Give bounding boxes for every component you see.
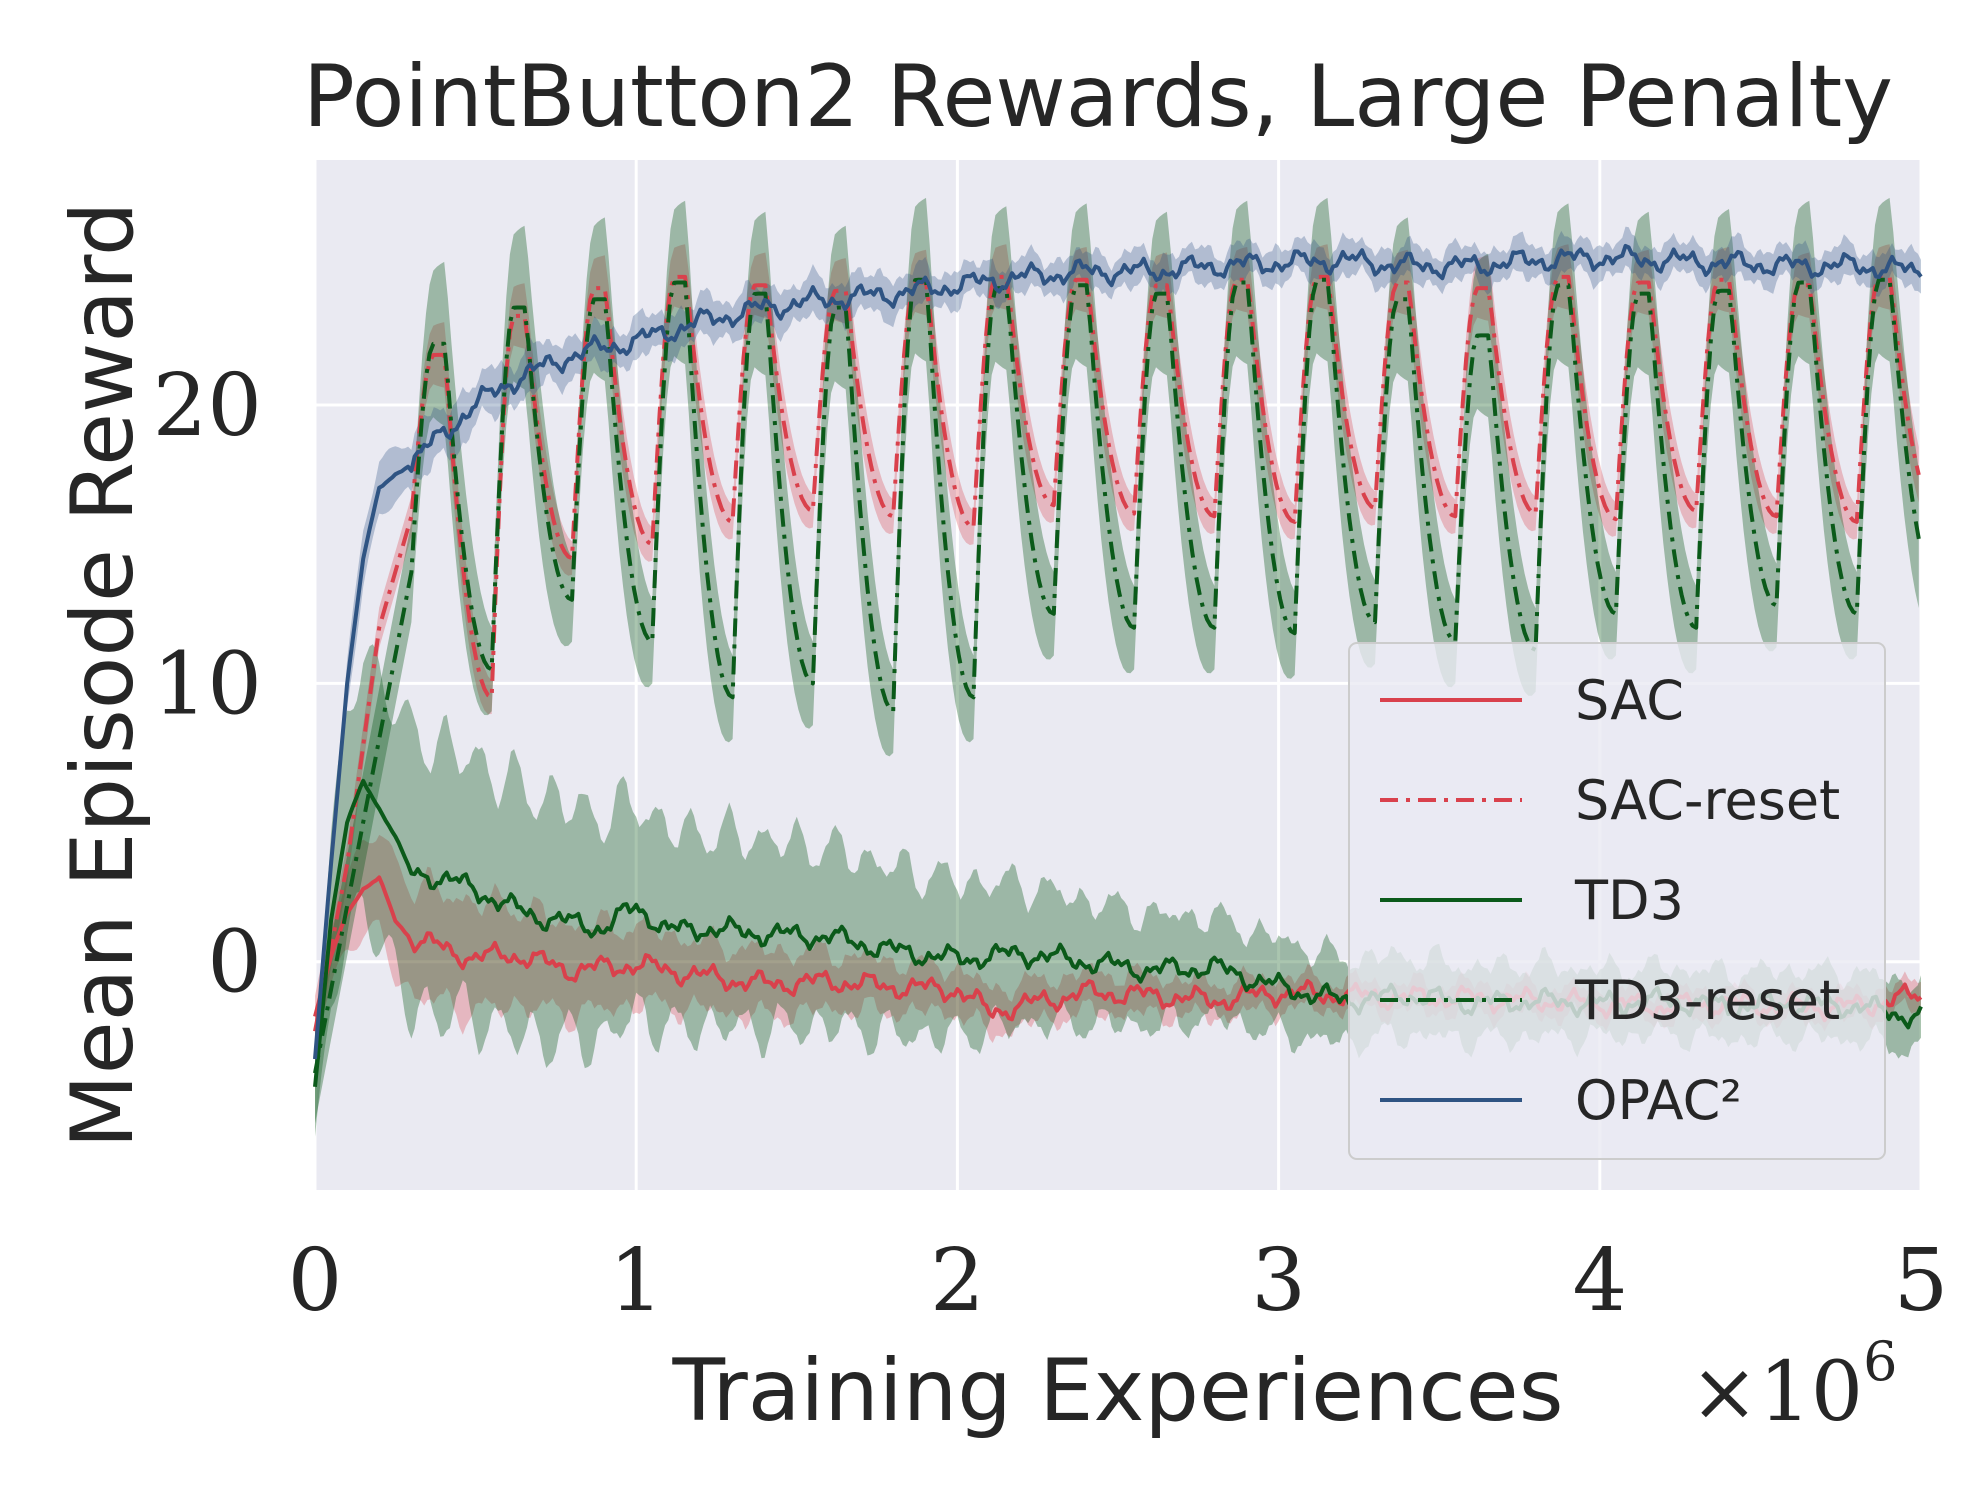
td3-reset-line (313, 277, 1921, 1074)
y-tick-label: 10 (153, 634, 262, 734)
opac-line (313, 243, 1923, 1060)
legend: SAC SAC-reset TD3 TD3-reset OPAC² (1348, 642, 1886, 1160)
legend-label-td3: TD3 (1574, 869, 1684, 932)
sac-reset-line (313, 274, 1921, 1032)
x-tick-label: 1 (609, 1231, 664, 1331)
chart-title: PointButton2 Rewards, Large Penalty (303, 47, 1893, 147)
x-tick-label: 2 (930, 1231, 985, 1331)
legend-label-sac: SAC (1575, 669, 1684, 732)
x-tick-label: 3 (1251, 1231, 1306, 1331)
x-tick-label: 0 (288, 1231, 343, 1331)
legend-frame (1348, 642, 1886, 1160)
y-tick-label: 0 (207, 913, 262, 1013)
y-tick-label: 20 (153, 356, 262, 456)
legend-label-opac: OPAC² (1575, 1069, 1742, 1132)
x-axis-multiplier: ×106 (1690, 1330, 1897, 1440)
tick-labels: 0 1 2 3 4 5 0 10 20 (153, 356, 1949, 1331)
x-axis-label: Training Experiences (671, 1341, 1563, 1441)
x-axis-multiplier-exponent: 6 (1863, 1330, 1897, 1393)
x-axis-multiplier-base: ×10 (1690, 1345, 1863, 1440)
x-tick-label: 4 (1572, 1231, 1627, 1331)
legend-label-sac-reset: SAC-reset (1575, 769, 1840, 832)
x-tick-label: 5 (1894, 1231, 1949, 1331)
y-axis-label: Mean Episode Reward (53, 201, 153, 1148)
td3-reset-band (315, 197, 1919, 1124)
legend-label-td3-reset: TD3-reset (1574, 969, 1840, 1032)
